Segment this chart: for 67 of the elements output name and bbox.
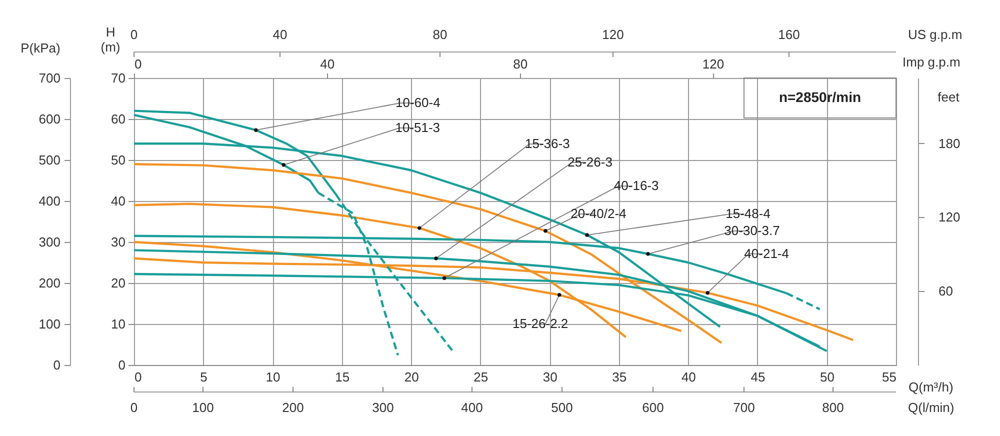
- x-tick-label: 10: [266, 370, 280, 384]
- x2-tick-label: 80: [513, 56, 528, 72]
- text: 160: [778, 27, 800, 42]
- y-tick-label: 70: [111, 70, 126, 86]
- text: 700: [733, 400, 755, 415]
- y3-tick-label: 0: [53, 358, 60, 372]
- text: US g.p.m: [908, 27, 962, 42]
- annotation: 40-16-3: [614, 178, 659, 194]
- y-tick-label: 10: [111, 316, 126, 332]
- annotation: 15-26-2.2: [512, 316, 568, 331]
- text: 80: [432, 27, 448, 42]
- text: Q(l/min): [908, 400, 954, 415]
- y2-tick-label: 180: [938, 136, 960, 151]
- annotation: 25-26-3: [568, 154, 612, 170]
- text: 600: [642, 400, 664, 415]
- y3-tick-label: 700: [38, 70, 60, 86]
- x2-axis-title: Imp g.p.m: [902, 54, 960, 70]
- text: 100: [192, 400, 214, 415]
- text: 0: [130, 27, 138, 42]
- x-tick-label: 25: [474, 370, 488, 384]
- x-tick-label: 40: [681, 370, 696, 384]
- annotation: 30-30-3.7: [724, 222, 780, 238]
- y3-tick-label: 100: [38, 316, 60, 332]
- y2-axis-title: feet: [938, 90, 960, 104]
- x-tick-label: 30: [542, 370, 558, 384]
- y-tick-label: 50: [111, 152, 126, 168]
- annotation: 20-40/2-4: [570, 206, 626, 221]
- y-tick-label: 20: [111, 276, 126, 290]
- annotation: 10-51-3: [395, 120, 440, 135]
- y-tick-label: 0: [118, 358, 126, 372]
- text: 120: [602, 27, 624, 42]
- y3-tick-label: 200: [38, 276, 60, 290]
- annotation: n=2850r/min: [778, 89, 862, 105]
- y2-tick-label: 120: [938, 210, 960, 225]
- y3-tick-label: 600: [38, 112, 60, 126]
- y2-tick-label: 60: [938, 284, 953, 299]
- y3-tick-label: 500: [38, 152, 60, 168]
- y-tick-label: 30: [111, 234, 126, 250]
- x-tick-label: 20: [404, 370, 419, 384]
- text: 500: [551, 400, 573, 415]
- text: 200: [282, 400, 304, 415]
- text: 40: [272, 27, 288, 42]
- x-tick-label: 45: [750, 370, 766, 384]
- x-tick-label: 0: [134, 370, 142, 384]
- text: 800: [822, 400, 844, 415]
- x2-tick-label: 0: [134, 56, 142, 72]
- annotation: 15-48-4: [726, 206, 770, 222]
- annotation: 15-36-3: [524, 136, 570, 152]
- annotation: 10-60-4: [396, 95, 440, 110]
- x-tick-label: 35: [612, 370, 627, 384]
- x2-tick-label: 40: [320, 56, 335, 72]
- x-tick-label: 15: [335, 370, 350, 384]
- y3-tick-label: 400: [38, 194, 60, 208]
- x-tick-label: 50: [820, 370, 834, 384]
- y-tick-label: 60: [111, 112, 126, 126]
- x2-tick-label: 120: [702, 56, 724, 72]
- text: 0: [130, 400, 138, 415]
- y3-tick-label: 300: [38, 234, 60, 250]
- x-tick-label: 5: [200, 370, 208, 384]
- text: 300: [372, 400, 394, 415]
- y-tick-label: 40: [111, 194, 126, 208]
- annotation: 40-21-4: [744, 246, 789, 261]
- text: 400: [461, 400, 483, 415]
- y3-axis-title: P(kPa): [20, 40, 60, 56]
- x-axis-title: Q(m³/h): [908, 380, 954, 394]
- x-tick-label: 55: [882, 370, 896, 384]
- y-axis-title: H (m): [100, 24, 120, 54]
